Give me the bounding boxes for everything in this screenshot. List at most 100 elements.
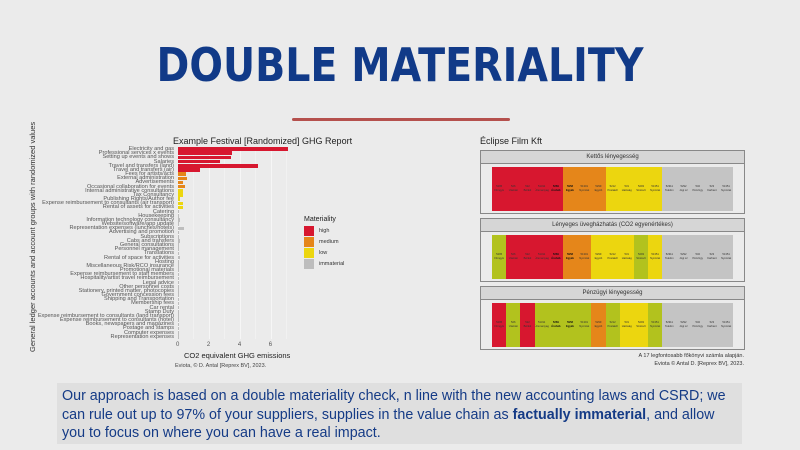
account-name: Hatóság <box>621 257 632 260</box>
account-code: 52911 <box>665 321 673 325</box>
bar <box>178 184 185 189</box>
bar <box>178 205 184 210</box>
bar <box>178 255 180 260</box>
account-code: 523 <box>709 321 715 325</box>
category-label: Expense reimbursement to staff members <box>70 271 174 278</box>
account-code: 532 <box>695 185 700 189</box>
bar <box>178 326 179 331</box>
account-name: Áruháb <box>551 257 561 260</box>
account-name: Egyéb <box>594 189 603 192</box>
account-code: 5269 <box>552 253 559 257</box>
legend-label: low <box>319 250 328 256</box>
account-name: Postaköl <box>607 189 618 192</box>
account-name: Nyomtat <box>650 257 661 260</box>
account-code: 531 <box>624 321 630 325</box>
account-cell: 5212 Postaköl <box>605 303 620 347</box>
ghg-chart-xlabel: CO2 equivalent GHG emissions <box>184 351 291 360</box>
account-name: Filmgyá <box>494 189 504 192</box>
account-cell: 51311 Üzemanyag <box>534 235 549 279</box>
account-cell: 5958 Egyéb <box>562 303 578 347</box>
account-name: Számvit <box>636 325 646 328</box>
account-cell: 5293 Számvit <box>633 303 649 347</box>
description-text-end: , and allow you to focus on where you ca… <box>62 406 715 442</box>
account-cell: 5269 Áruháb <box>548 235 563 279</box>
category-label: Miscellaneous Risk/RCO insurance <box>86 262 174 269</box>
category-label: Rental of assets for activities <box>102 204 174 211</box>
account-name: Hatóság <box>621 325 632 328</box>
account-name: Pénzügy <box>692 325 703 328</box>
bar <box>178 234 179 239</box>
account-cell: 526 Utazási <box>506 235 521 279</box>
account-name: Hatóság <box>621 189 632 192</box>
title-underline <box>292 118 510 121</box>
account-code: 5295 <box>496 253 503 257</box>
account-cell: 522 Bérleti <box>520 235 535 279</box>
account-name: Nyomtat <box>721 257 732 260</box>
account-name: Számvit <box>636 257 646 260</box>
account-name: Nyomtat <box>650 325 661 328</box>
account-code: 5299 <box>595 185 602 189</box>
gridline <box>208 147 210 339</box>
bar <box>178 335 179 339</box>
category-label: Rental of space for activities <box>104 254 174 261</box>
category-label: Promotional materials <box>119 267 174 274</box>
category-label: Expense reimbursement to consultants (la… <box>37 312 174 319</box>
account-name: Egyéb <box>565 189 575 192</box>
bar <box>178 272 179 277</box>
legend-item: high <box>304 226 344 236</box>
bar <box>178 297 179 302</box>
legend-swatch <box>304 237 314 247</box>
account-name: Bérleti <box>523 189 532 192</box>
account-code: 51351 <box>722 321 730 325</box>
account-name: Egyéb <box>565 257 575 260</box>
account-name: Karbant <box>707 257 717 260</box>
category-label: Advertisements <box>135 179 174 186</box>
account-cell: 5269 Áruháb <box>548 303 563 347</box>
account-cell: 51351 Nyomtat <box>648 167 663 211</box>
account-name: Egyéb <box>594 325 603 328</box>
account-cell: 51311 Üzemanyag <box>534 167 549 211</box>
account-code: 5293 <box>637 321 644 325</box>
account-code: 522 <box>525 185 530 189</box>
bar <box>178 276 179 281</box>
account-cell: 5293 Számvit <box>633 167 649 211</box>
account-cell: 51351 Nyomtat <box>719 235 734 279</box>
account-code: 5293 <box>637 185 644 189</box>
account-code: 5212 <box>609 321 616 325</box>
account-cell: 5212 Postaköl <box>605 167 620 211</box>
account-cell: 5958 Egyéb <box>562 167 578 211</box>
account-name: Postaköl <box>607 325 618 328</box>
account-cell: 51311 Üzemanyag <box>534 303 549 347</box>
account-code: 5958 <box>567 321 574 325</box>
legend-swatch <box>304 259 314 269</box>
bar <box>178 230 179 235</box>
bar <box>178 247 179 252</box>
account-code: 5212 <box>609 253 616 257</box>
category-label: Tax Consultancy <box>132 191 174 198</box>
account-code: 526 <box>511 185 516 189</box>
bar <box>178 151 233 156</box>
bar <box>178 168 200 172</box>
panel-header: Lényeges üvegházhatás (CO2 egyenértékes) <box>481 219 744 232</box>
category-label: Membership fees <box>131 300 174 307</box>
legend-label: medium <box>319 239 339 245</box>
bar <box>178 214 179 218</box>
account-code: 51301 <box>580 253 588 257</box>
account-name: Telefon <box>665 189 674 192</box>
bar <box>178 305 179 310</box>
account-name: Telefon <box>665 257 674 260</box>
account-code: 522 <box>525 253 530 257</box>
account-code: 5269 <box>552 185 559 189</box>
bar <box>178 147 288 151</box>
account-name: Áruháb <box>551 325 561 328</box>
category-label: Stationery, printed matter, photocopies <box>78 287 174 294</box>
account-cell: 526 Utazási <box>506 303 521 347</box>
account-name: Telefon <box>665 325 674 328</box>
bar <box>178 310 179 314</box>
category-label: Representation expenses <box>110 333 174 340</box>
panel-header: Kettős lényegesség <box>481 151 744 164</box>
account-cell: 531 Hatóság <box>619 235 634 279</box>
account-code: 51351 <box>651 185 659 189</box>
bar <box>178 330 179 335</box>
bar <box>178 293 179 297</box>
